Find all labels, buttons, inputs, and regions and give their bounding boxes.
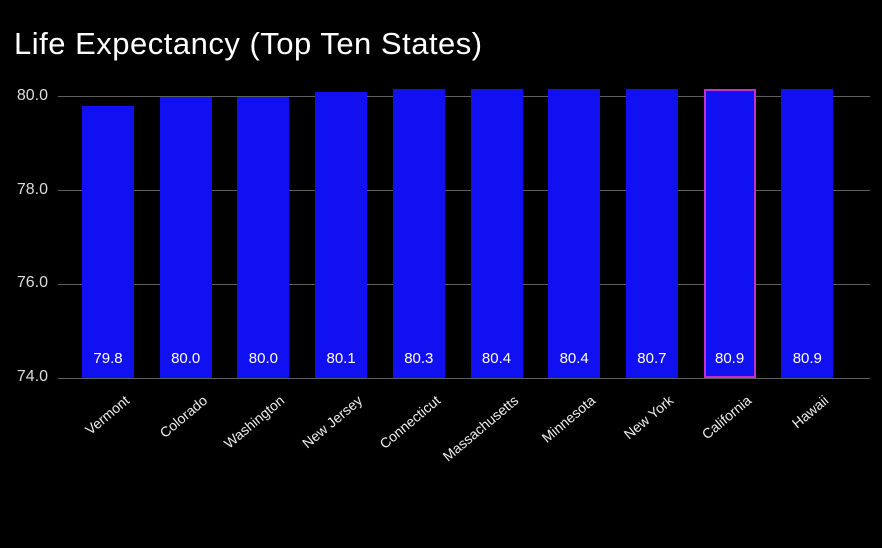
y-tick-label: 74.0 — [16, 368, 48, 385]
bar-value-label: 80.4 — [559, 350, 589, 367]
bar-value-label: 80.9 — [714, 350, 745, 367]
bar — [392, 89, 445, 378]
bar — [781, 89, 834, 378]
y-tick-label: 76.0 — [16, 274, 48, 292]
bar-value-label: 80.1 — [326, 350, 356, 367]
bar — [82, 106, 134, 378]
gridline — [58, 377, 870, 379]
gridline — [58, 283, 870, 285]
gridline — [58, 96, 870, 98]
bar — [625, 89, 678, 378]
bar-highlighted — [703, 89, 756, 378]
y-tick-label: 80.0 — [16, 86, 48, 104]
bar — [237, 96, 290, 378]
bar-value-label: 79.8 — [93, 350, 123, 367]
bar-value-label: 80.3 — [404, 350, 434, 367]
gridline — [58, 190, 870, 192]
bar — [159, 96, 212, 378]
bar-value-label: 80.4 — [481, 350, 512, 367]
bar-value-label: 80.0 — [171, 350, 201, 367]
y-tick-label: 78.0 — [16, 180, 48, 198]
bar-value-label: 80.0 — [248, 350, 278, 367]
bar — [470, 89, 523, 378]
bar — [315, 92, 368, 378]
chart-title: Life Expectancy (Top Ten States) — [14, 26, 483, 61]
bar-value-label: 80.9 — [792, 350, 822, 367]
bar-value-label: 80.7 — [637, 350, 667, 367]
bar — [548, 89, 601, 378]
